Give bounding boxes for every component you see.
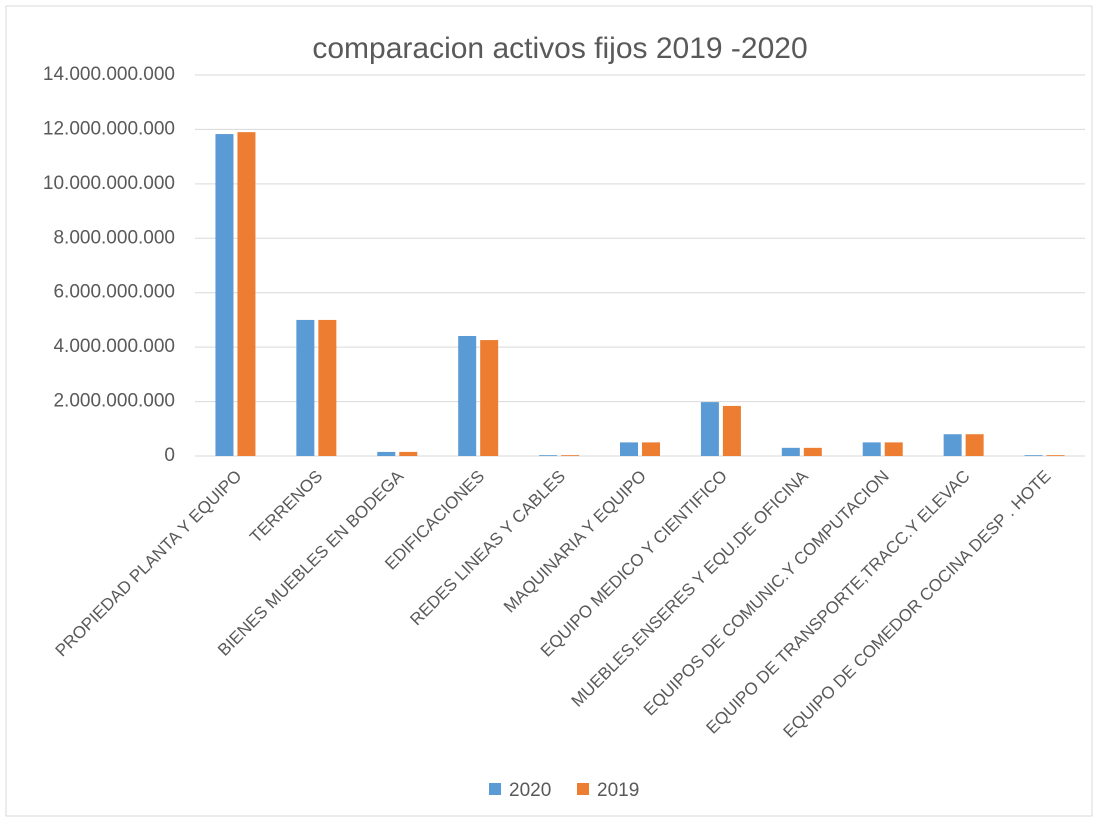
y-tick-label: 6.000.000.000: [53, 282, 175, 303]
y-tick-label: 2.000.000.000: [53, 391, 175, 412]
y-tick-label: 10.000.000.000: [43, 173, 175, 194]
bar: [377, 451, 396, 456]
legend-swatch: [489, 783, 501, 795]
bar: [700, 402, 719, 456]
bar: [642, 442, 660, 456]
bar: [781, 447, 800, 456]
y-tick-label: 12.000.000.000: [43, 118, 175, 139]
bar: [884, 442, 903, 456]
y-tick-label: 14.000.000.000: [43, 64, 175, 85]
bar: [1024, 455, 1043, 456]
bar: [215, 134, 234, 456]
y-tick-label: 8.000.000.000: [53, 227, 175, 248]
bar: [803, 447, 822, 456]
legend-label: 2019: [597, 780, 639, 801]
legend-label: 2020: [509, 780, 551, 801]
y-tick-label: 4.000.000.000: [53, 336, 175, 357]
bar: [399, 451, 418, 456]
bar: [539, 455, 558, 456]
y-tick-label: 0: [164, 445, 175, 466]
chart-border: [5, 5, 1093, 817]
bar: [561, 455, 580, 456]
bar: [480, 340, 499, 456]
chart-title: comparacion activos fijos 2019 -2020: [312, 32, 807, 65]
bar: [943, 434, 962, 456]
bar: [722, 405, 741, 456]
bar: [965, 434, 984, 456]
bar: [862, 442, 881, 456]
legend-swatch: [577, 783, 589, 795]
bar: [458, 335, 477, 456]
bar: [1046, 455, 1065, 456]
bar: [620, 442, 638, 456]
bar: [318, 319, 337, 456]
bar: [296, 319, 315, 456]
bar: [237, 132, 256, 456]
